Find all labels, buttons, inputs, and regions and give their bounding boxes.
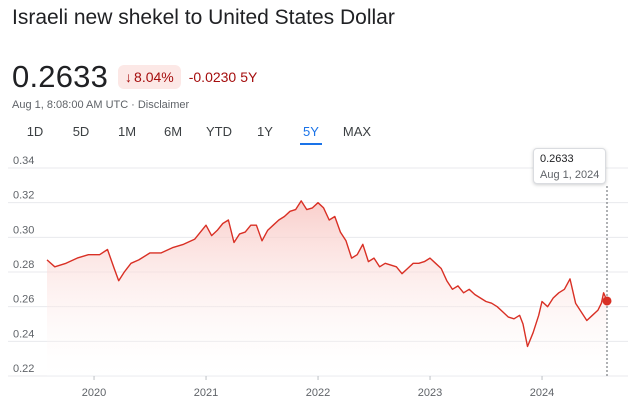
hover-tooltip: 0.2633 Aug 1, 2024 <box>533 148 606 184</box>
series-area-fill <box>47 200 607 376</box>
hover-point[interactable] <box>602 296 612 306</box>
y-tick-label: 0.24 <box>13 328 34 340</box>
x-tick-label: 2020 <box>82 387 106 399</box>
x-tick-label: 2023 <box>418 387 442 399</box>
range-tabs: 1D 5D 1M 6M YTD 1Y 5Y MAX <box>12 124 380 145</box>
separator: · <box>131 99 135 111</box>
tooltip-date: Aug 1, 2024 <box>540 169 600 181</box>
change-period: 5Y <box>240 69 258 85</box>
change-value: -0.0230 <box>188 69 237 85</box>
timestamp-line: Aug 1, 8:08:00 AM UTC · Disclaimer <box>12 99 189 111</box>
y-tick-label: 0.22 <box>13 363 34 375</box>
tab-6m[interactable]: 6M <box>163 124 183 139</box>
tab-5y[interactable]: 5Y <box>288 124 334 145</box>
tab-1m[interactable]: 1M <box>117 124 137 139</box>
y-tick-label: 0.32 <box>13 190 34 202</box>
series-line <box>46 200 608 348</box>
arrow-down-icon: ↓ <box>125 69 133 85</box>
tab-ytd[interactable]: YTD <box>206 124 232 139</box>
tooltip-value: 0.2633 <box>540 153 574 165</box>
x-tick-label: 2024 <box>530 387 554 399</box>
tab-1d[interactable]: 1D <box>26 124 44 139</box>
tab-1y[interactable]: 1Y <box>257 124 273 139</box>
page-title: Israeli new shekel to United States Doll… <box>12 6 395 29</box>
tab-max[interactable]: MAX <box>342 124 372 139</box>
y-tick-label: 0.28 <box>13 259 34 271</box>
y-tick-label: 0.30 <box>13 224 34 236</box>
tab-5d[interactable]: 5D <box>72 124 90 139</box>
current-price: 0.2633 <box>12 59 109 94</box>
y-tick-label: 0.26 <box>13 294 34 306</box>
y-tick-label: 0.34 <box>13 155 34 167</box>
x-tick-label: 2021 <box>194 387 218 399</box>
change-percent: 8.04% <box>134 69 174 85</box>
quote-row: 0.2633 ↓ 8.04% -0.0230 5Y <box>12 59 258 94</box>
x-tick-label: 2022 <box>306 387 330 399</box>
y-axis: 0.22 0.24 0.26 0.28 0.30 0.32 0.34 <box>13 155 34 375</box>
disclaimer-link[interactable]: Disclaimer <box>137 99 190 111</box>
change-value-group: -0.0230 5Y <box>189 69 258 85</box>
x-axis: 2020 2021 2022 2023 2024 <box>82 376 554 399</box>
change-percent-badge: ↓ 8.04% <box>118 65 181 89</box>
timestamp: Aug 1, 8:08:00 AM UTC <box>12 99 129 111</box>
